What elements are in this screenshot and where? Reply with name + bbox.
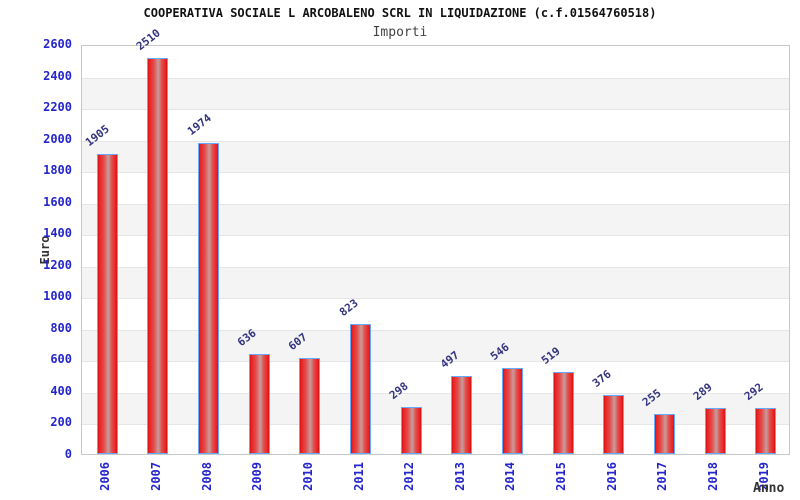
gridline <box>82 109 789 111</box>
bar-2011 <box>350 324 372 454</box>
x-tick-label: 2016 <box>604 462 619 491</box>
y-tick-label: 2200 <box>43 100 72 115</box>
plot-area: 1905 2510 1974 636 607 823 298 497 546 519 376 255 2… <box>81 27 790 456</box>
plot-band <box>82 77 789 110</box>
x-tick-label: 2015 <box>554 462 569 491</box>
bar-2012 <box>400 407 422 454</box>
chart-title: COOPERATIVA SOCIALE L ARCOBALENO SCRL IN… <box>143 6 657 20</box>
bar-2018 <box>704 408 726 454</box>
bar-2006 <box>96 153 118 454</box>
x-tick-label: 2006 <box>98 462 113 491</box>
y-tick-label: 800 <box>50 320 72 335</box>
bar-2014 <box>501 367 523 454</box>
bar-2016 <box>603 394 625 454</box>
x-tick-label: 2014 <box>503 462 518 491</box>
y-tick-label: 1200 <box>43 257 72 272</box>
gridline <box>82 329 789 331</box>
y-tick-label: 1800 <box>43 163 72 178</box>
bar-2017 <box>653 413 675 454</box>
x-tick-label: 2008 <box>199 462 214 491</box>
bar-2007 <box>147 58 169 454</box>
x-tick-label: 2010 <box>300 462 315 491</box>
chart-subtitle: Importi <box>372 25 428 40</box>
y-tick-label: 1000 <box>43 289 72 304</box>
x-tick-label: 2013 <box>452 462 467 491</box>
gridline <box>82 172 789 174</box>
gridline <box>82 361 789 363</box>
bar-2010 <box>299 358 321 454</box>
gridline <box>82 235 789 237</box>
y-tick-label: 2000 <box>43 131 72 146</box>
gridline <box>82 266 789 268</box>
gridline <box>82 203 789 205</box>
y-tick-label: 1400 <box>43 226 72 241</box>
y-tick-label: 1600 <box>43 194 72 209</box>
y-tick-label: 2400 <box>43 68 72 83</box>
plot-band <box>82 140 789 173</box>
y-tick-label: 2600 <box>43 37 72 51</box>
plot-band <box>82 172 789 204</box>
x-tick-label: 2011 <box>351 462 366 491</box>
plot-band <box>82 235 789 267</box>
plot-band <box>82 361 789 393</box>
gridline <box>82 140 789 142</box>
gridline <box>82 77 789 79</box>
plot-band <box>82 46 789 78</box>
bar-2015 <box>552 372 574 454</box>
x-tick-label: 2017 <box>655 462 670 491</box>
plot-band <box>82 392 789 425</box>
x-tick-label: 2009 <box>250 462 265 491</box>
y-tick-label: 0 <box>64 447 72 461</box>
bar-2009 <box>248 353 270 454</box>
y-tick-label: 200 <box>50 415 72 430</box>
bar-2019 <box>755 407 777 454</box>
gridline <box>82 392 789 394</box>
bar-2008 <box>198 142 220 454</box>
y-tick-label: 600 <box>50 352 72 367</box>
x-axis-title: Anno <box>753 481 785 496</box>
gridline <box>82 298 789 300</box>
gridline <box>82 424 789 426</box>
y-tick-label: 400 <box>50 383 72 398</box>
bar-2013 <box>451 375 473 454</box>
plot-band <box>82 203 789 236</box>
plot-band <box>82 424 789 456</box>
x-tick-label: 2012 <box>402 462 417 491</box>
plot-band <box>82 266 789 299</box>
x-tick-label: 2018 <box>706 462 721 491</box>
plot-band <box>82 329 789 362</box>
plot-band <box>82 298 789 330</box>
x-tick-label: 2007 <box>148 462 163 491</box>
